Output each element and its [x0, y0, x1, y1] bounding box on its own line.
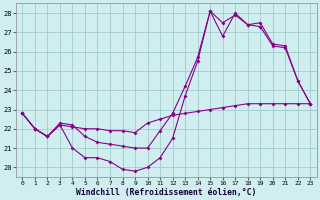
X-axis label: Windchill (Refroidissement éolien,°C): Windchill (Refroidissement éolien,°C): [76, 188, 257, 197]
